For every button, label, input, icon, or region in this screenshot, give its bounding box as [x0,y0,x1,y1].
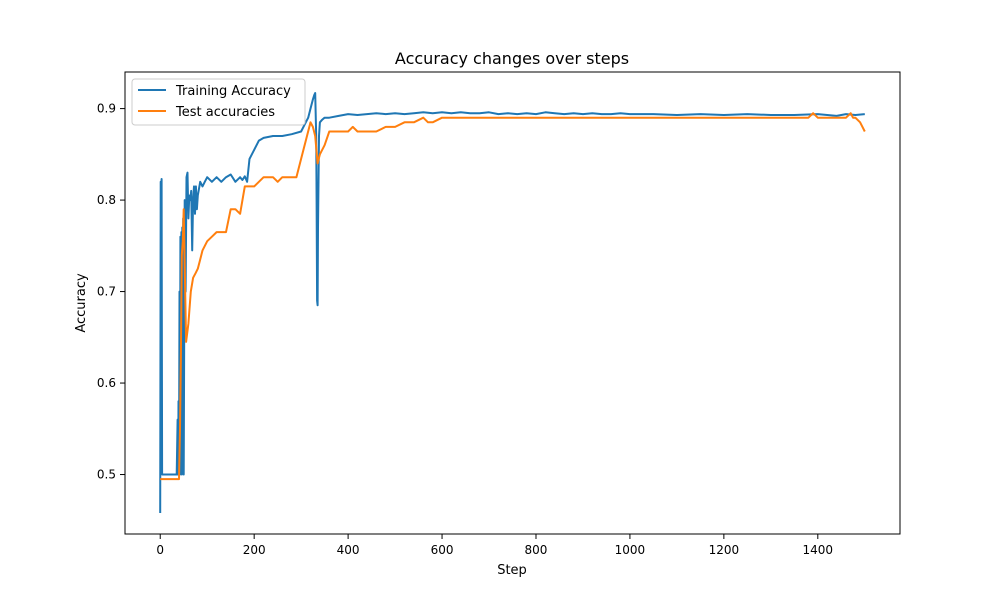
y-tick-label: 0.5 [97,468,116,482]
chart-title: Accuracy changes over steps [395,49,629,68]
x-axis-label: Step [497,563,527,578]
legend: Training Accuracy Test accuracies [131,78,306,126]
legend-label-training: Training Accuracy [175,84,291,99]
y-tick-label: 0.9 [97,102,116,116]
legend-label-test: Test accuracies [175,105,275,120]
x-tick-label: 400 [337,543,360,557]
x-tick-label: 800 [525,543,548,557]
legend-box [131,78,306,126]
plot-area [124,71,901,535]
axes-frame [124,71,901,535]
series-line-test-accuracies [160,112,866,481]
x-tick-label: 1000 [615,543,646,557]
x-axis-ticks: 0 200 400 600 800 1000 1200 1400 [156,534,833,557]
x-tick-label: 1400 [803,543,834,557]
y-tick-label: 0.6 [97,376,116,390]
series-layer [159,92,866,514]
y-axis-ticks: 0.5 0.6 0.7 0.8 0.9 [97,102,125,482]
y-tick-label: 0.8 [97,193,116,207]
x-tick-label: 1200 [709,543,740,557]
x-tick-label: 600 [431,543,454,557]
y-tick-label: 0.7 [97,285,116,299]
x-tick-label: 0 [156,543,164,557]
y-axis-label: Accuracy [74,273,89,333]
x-tick-label: 200 [243,543,266,557]
